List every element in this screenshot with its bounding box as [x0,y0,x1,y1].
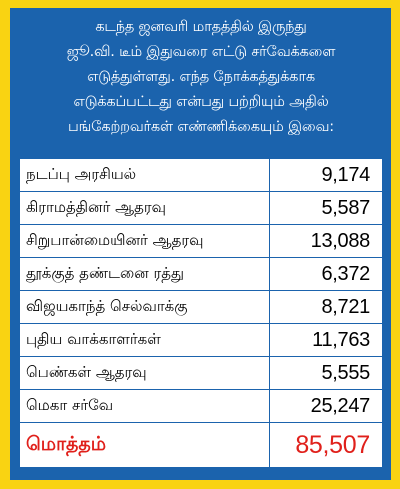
table-row: பெண்கள் ஆதரவு 5,555 [20,357,382,390]
row-label: விஜயகாந்த் செல்வாக்கு [20,291,270,323]
intro-line-1: கடந்த ஜனவரி மாதத்தில் இருந்து [95,19,307,35]
table-row: புதிய வாக்காளர்கள் 11,763 [20,324,382,357]
total-value: 85,507 [295,430,370,459]
intro-text: கடந்த ஜனவரி மாதத்தில் இருந்து ஜூ.வி. டீம… [19,14,383,158]
intro-line-3: எடுத்துள்ளது. எந்த நோக்கத்துக்காக [87,69,315,85]
table-row: தூக்குத் தண்டனை ரத்து 6,372 [20,258,382,291]
table-row: நடப்பு அரசியல் 9,174 [20,159,382,192]
row-label: புதிய வாக்காளர்கள் [20,324,270,356]
row-value: 11,763 [312,328,370,351]
row-value: 5,587 [321,196,370,219]
intro-line-4: எடுக்கப்பட்டது என்பது பற்றியும் அதில் [73,94,329,110]
table-row: மெகா சர்வே 25,247 [20,390,382,423]
intro-line-2: ஜூ.வி. டீம் இதுவரை எட்டு சர்வேக்களை [66,44,336,60]
row-label: தூக்குத் தண்டனை ரத்து [20,258,270,290]
table-row: சிறுபான்மையினர் ஆதரவு 13,088 [20,225,382,258]
row-value: 13,088 [310,229,371,252]
row-value: 6,372 [321,262,370,285]
row-value: 8,721 [321,295,370,318]
row-label: சிறுபான்மையினர் ஆதரவு [20,225,270,257]
row-label: நடப்பு அரசியல் [20,159,270,191]
row-label: பெண்கள் ஆதரவு [20,357,270,389]
table-row: கிராமத்தினர் ஆதரவு 5,587 [20,192,382,225]
blue-panel: கடந்த ஜனவரி மாதத்தில் இருந்து ஜூ.வி. டீம… [10,8,391,480]
intro-line-5: பங்கேற்றவர்கள் எண்ணிக்கையும் இவை: [68,119,334,135]
row-value: 25,247 [310,394,371,417]
total-row: மொத்தம் 85,507 [20,423,382,467]
row-label: மெகா சர்வே [20,390,270,422]
row-value: 5,555 [321,361,370,384]
row-label: கிராமத்தினர் ஆதரவு [20,192,270,224]
total-label: மொத்தம் [20,423,270,467]
survey-table: நடப்பு அரசியல் 9,174 கிராமத்தினர் ஆதரவு … [19,158,383,468]
table-row: விஜயகாந்த் செல்வாக்கு 8,721 [20,291,382,324]
row-value: 9,174 [321,163,370,186]
